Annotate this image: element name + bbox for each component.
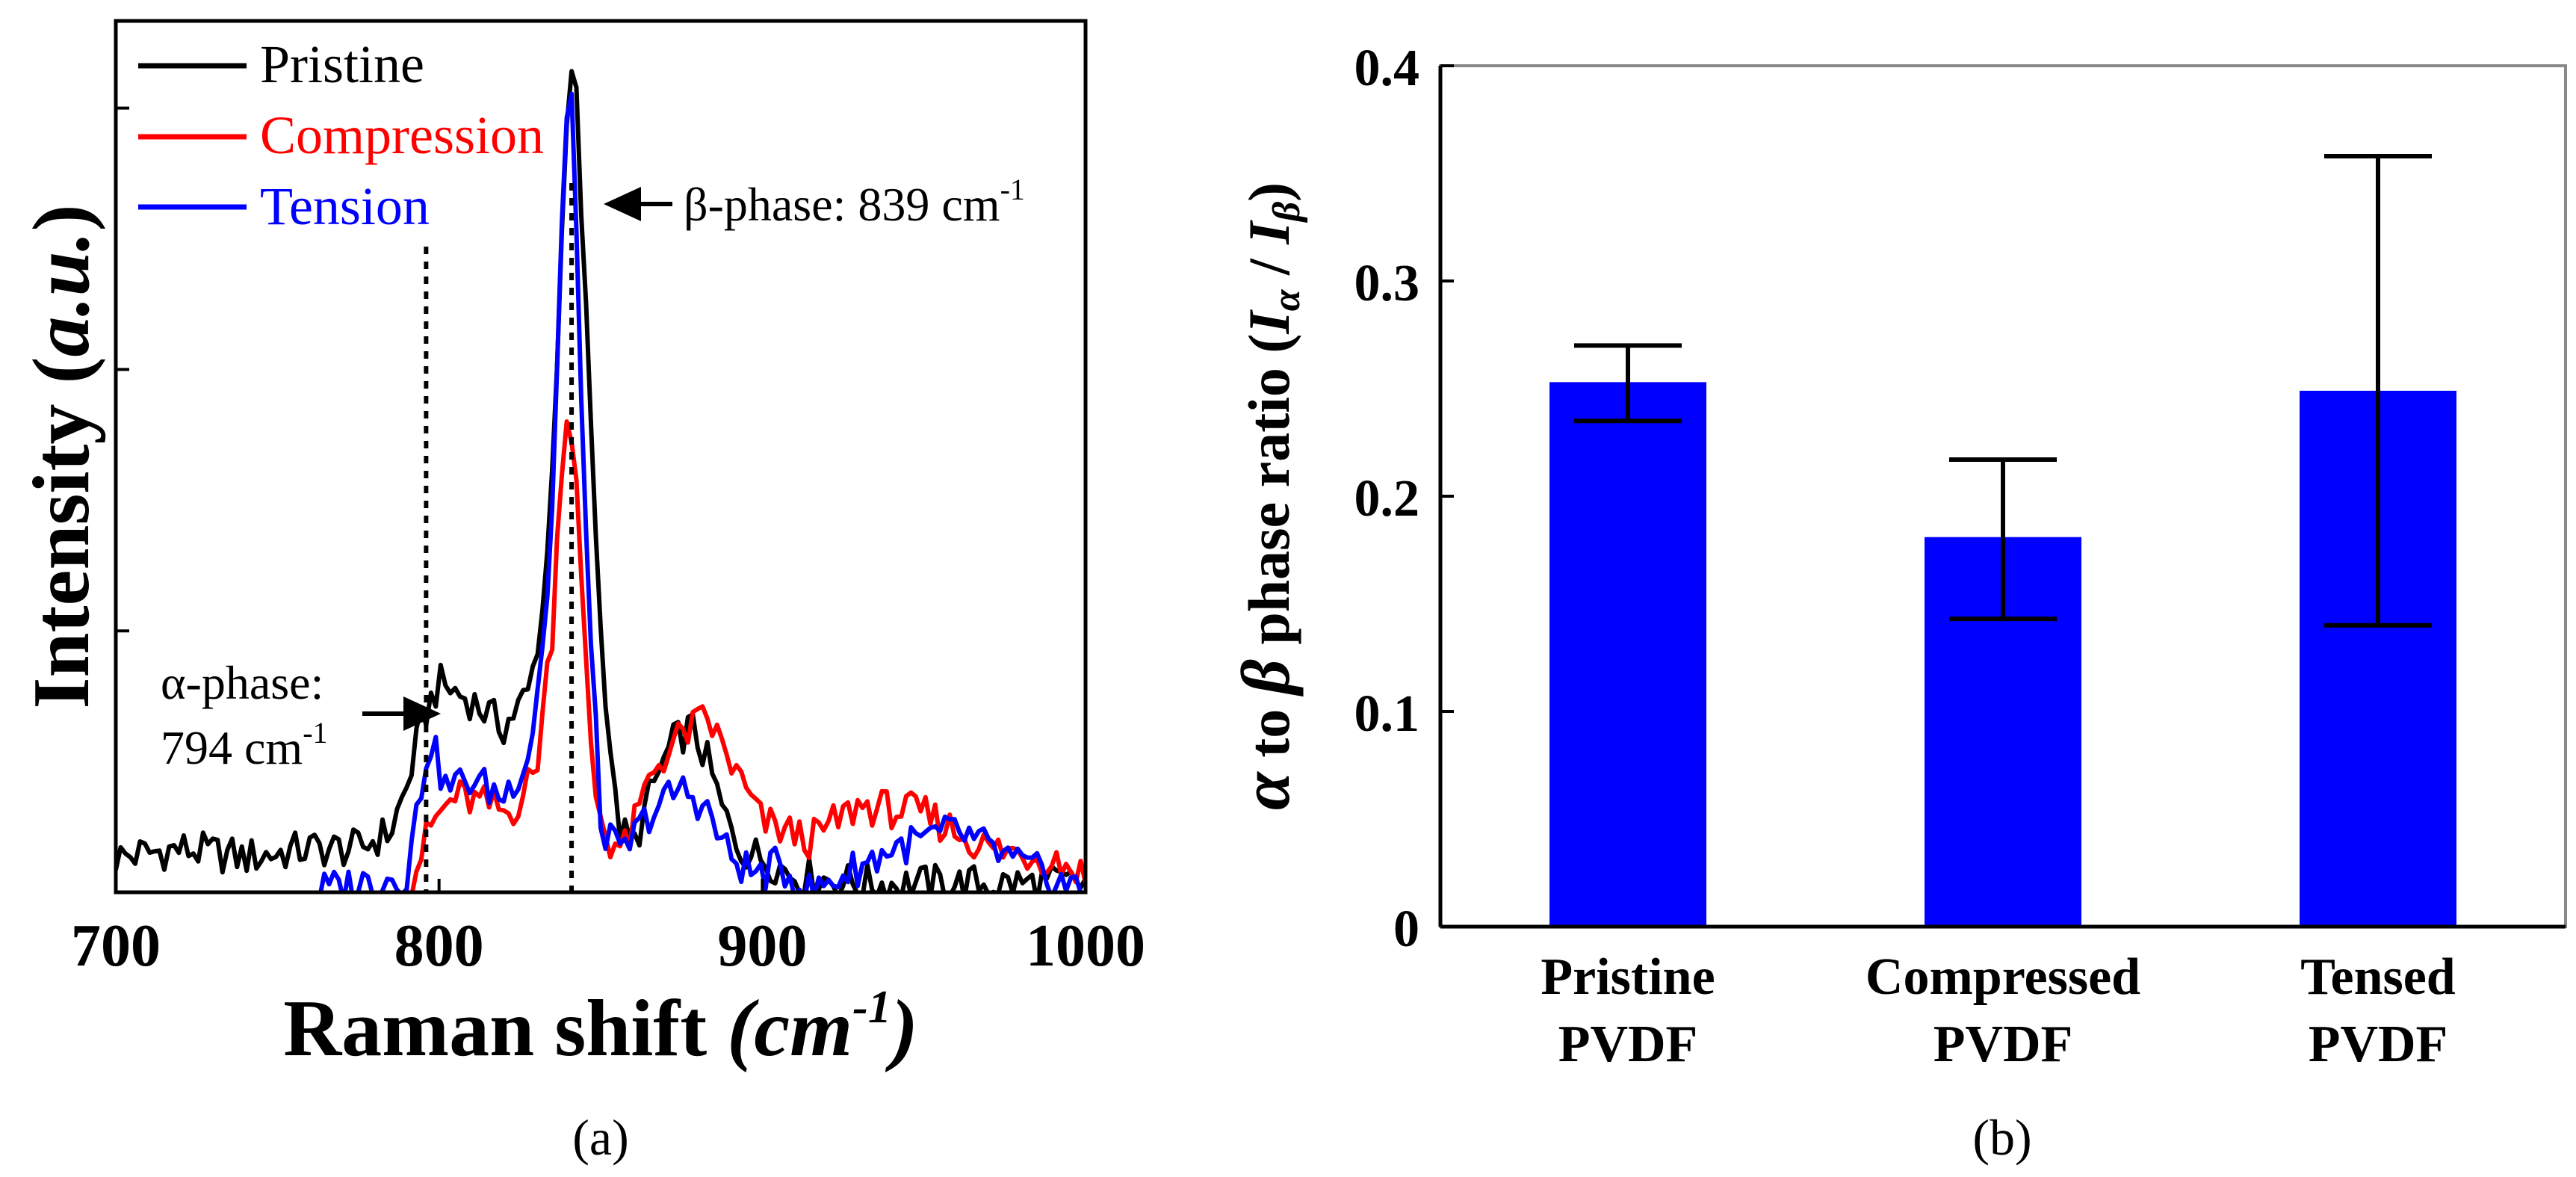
ratio-category-label: Compressed (1866, 948, 2140, 1006)
alpha-phase-label-line1: α-phase: (161, 656, 323, 709)
alpha-phase-annotation: α-phase: 794 cm-1 (161, 656, 441, 774)
raman-axis-ticks: 700 800 900 1000 (71, 106, 1145, 979)
phase-dotted-lines (424, 183, 575, 892)
ratio-error-bar (1949, 457, 2057, 622)
ratio-y-tick-label: 0.1 (1354, 685, 1420, 743)
ratio-y-tick-label: 0.2 (1354, 470, 1420, 528)
caption-b: (b) (1972, 1109, 2031, 1166)
ratio-error-bar (1574, 343, 1682, 424)
legend-label-tension: Tension (260, 176, 430, 236)
raman-line-tension (315, 91, 1084, 892)
ratio-axis-ticks: 0 0.1 0.2 0.3 0.4 (1354, 40, 1454, 958)
raman-y-axis-title: Intensity (a.u.) (17, 204, 106, 708)
panel-a-raman-spectra: 700 800 900 1000 Pristine Compression Tensi… (17, 19, 1145, 1166)
raman-plot-frame (114, 19, 1088, 895)
raman-legend: Pristine Compression Tension (138, 34, 544, 236)
ratio-category-label: Pristine (1541, 948, 1715, 1006)
raman-series-group (116, 69, 1086, 892)
ratio-category-label: PVDF (2309, 1016, 2448, 1073)
ratio-y-tick-label: 0 (1393, 900, 1419, 958)
raman-line-pristine (116, 69, 1086, 892)
ratio-category-label: Tensed (2300, 948, 2456, 1006)
beta-phase-label: β-phase: 839 cm-1 (684, 173, 1025, 231)
raman-x-tick-label: 800 (394, 913, 484, 979)
legend-label-compression: Compression (260, 105, 544, 165)
ratio-y-tick-label: 0.4 (1354, 40, 1420, 97)
ratio-y-tick-label: 0.3 (1354, 255, 1420, 312)
phase-ratio-bars-group: Pristine PVDF Compressed PVDF Tensed PVDF (1541, 153, 2456, 1073)
raman-x-axis-title: Raman shift (cm-1) (283, 982, 918, 1073)
panel-b-phase-ratio: Pristine PVDF Compressed PVDF Tensed PVDF 0 0.… (1227, 40, 2567, 1166)
ratio-category-label: PVDF (1558, 1016, 1698, 1073)
legend-label-pristine: Pristine (260, 34, 424, 94)
alpha-phase-label-line2: 794 cm-1 (161, 716, 328, 774)
ratio-y-axis-title: α to β phase ratio (Iα / Iβ) (1227, 182, 1308, 810)
ratio-error-bar (2324, 153, 2432, 628)
raman-x-tick-label: 700 (71, 913, 161, 979)
ratio-bar (1549, 382, 1706, 927)
beta-phase-annotation: β-phase: 839 cm-1 (604, 173, 1025, 231)
raman-line-compression (409, 419, 1086, 892)
beta-arrow-icon (604, 187, 641, 221)
raman-x-tick-label: 900 (717, 913, 807, 979)
caption-a: (a) (572, 1109, 628, 1166)
ratio-category-label: PVDF (1933, 1016, 2073, 1073)
raman-x-tick-label: 1000 (1026, 913, 1145, 979)
alpha-arrow-icon (403, 696, 441, 731)
